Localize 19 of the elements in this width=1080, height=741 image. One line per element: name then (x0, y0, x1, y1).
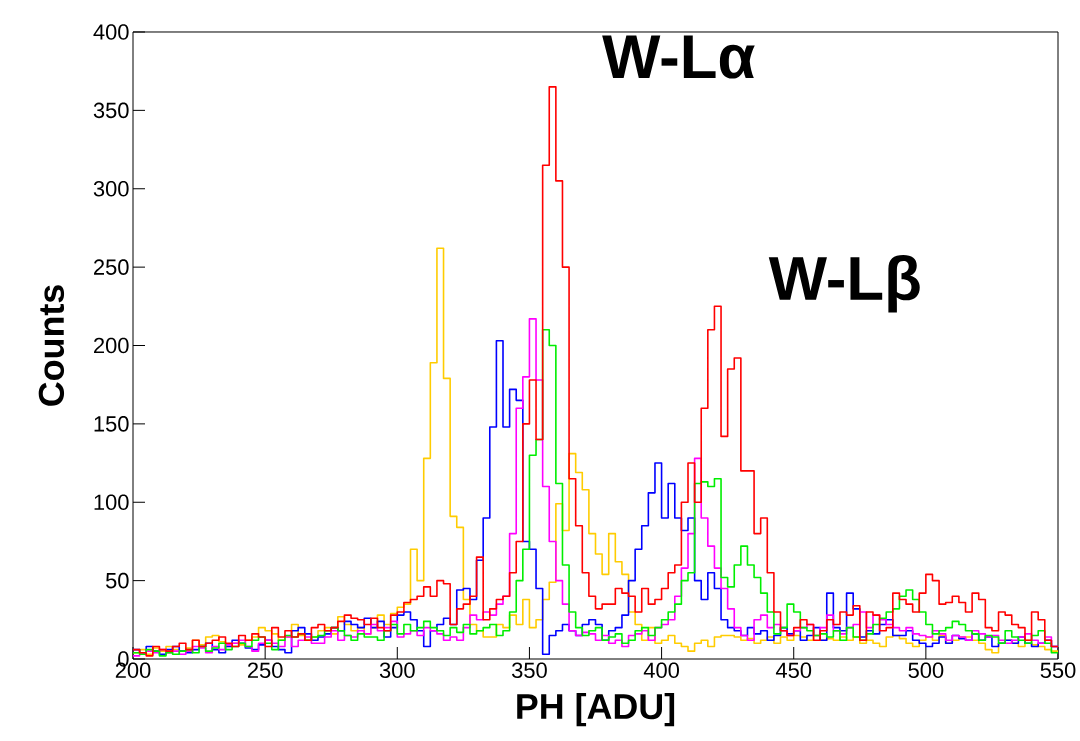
x-tick-label: 400 (643, 662, 679, 679)
y-tick-label: 250 (94, 259, 129, 275)
y-tick-label: 350 (93, 102, 129, 119)
y-tick-label: 150 (94, 416, 129, 432)
x-tick-label: 450 (775, 662, 812, 679)
y-tick-label: 100 (94, 494, 129, 511)
y-tick-label: 300 (93, 180, 129, 197)
x-tick-label: 500 (908, 662, 944, 679)
y-tick-label: 200 (94, 337, 129, 354)
x-tick-label: 300 (379, 662, 415, 679)
y-tick-label: 50 (105, 572, 129, 589)
x-axis-title: PH [ADU] (517, 692, 675, 727)
x-tick-label: 350 (511, 662, 547, 679)
y-axis-title: Counts (38, 285, 65, 406)
x-tick-label: 250 (247, 662, 283, 679)
annotation: W-Lα (602, 35, 755, 79)
y-tick-label: 400 (93, 24, 129, 40)
x-tick-label: 550 (1040, 662, 1076, 679)
annotation: W-Lβ (768, 254, 920, 313)
